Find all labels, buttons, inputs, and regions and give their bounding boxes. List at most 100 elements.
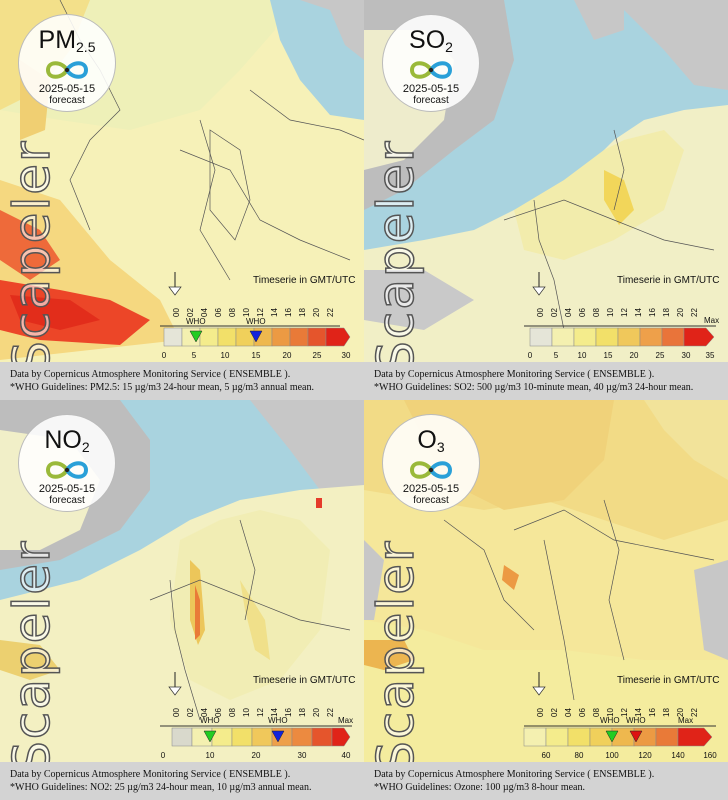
pm25-badge: PM2.5 2025-05-15 forecast <box>18 14 116 112</box>
hour-tick: 02 <box>186 708 195 717</box>
forecast-date: 2025-05-15 <box>402 83 460 95</box>
hour-tick: 14 <box>270 308 279 317</box>
hour-tick: 22 <box>326 308 335 317</box>
hour-tick: 04 <box>564 708 573 717</box>
hour-tick: 18 <box>662 708 671 717</box>
so2-badge: SO2 2025-05-15 forecast <box>382 14 480 112</box>
hour-tick: 06 <box>578 708 587 717</box>
scale-tick: 160 <box>703 751 717 760</box>
scale-tick: 10 <box>578 351 587 360</box>
hour-tick: 04 <box>200 708 209 717</box>
who-marker-green-icon <box>189 330 203 343</box>
who-label: WHO <box>186 317 206 326</box>
max-label: Max <box>338 716 353 725</box>
scale-tick: 30 <box>298 751 307 760</box>
forecast-date: 2025-05-15 <box>38 83 96 95</box>
hour-tick: 08 <box>592 708 601 717</box>
scapeler-logo-icon <box>45 61 89 79</box>
forecast-label: forecast <box>49 495 85 506</box>
scale-tick: 0 <box>161 751 166 760</box>
hour-tick: 04 <box>200 308 209 317</box>
who-label: WHO <box>626 716 646 725</box>
attribution-footer: Data by Copernicus Atmosphere Monitoring… <box>0 762 364 800</box>
hour-tick: 06 <box>214 308 223 317</box>
forecast-label: forecast <box>413 495 449 506</box>
hour-tick: 20 <box>676 308 685 317</box>
who-marker-blue-icon <box>249 330 263 343</box>
hour-tick: 14 <box>634 708 643 717</box>
time-marker-arrow-icon <box>532 686 546 696</box>
hour-tick: 00 <box>172 708 181 717</box>
max-label: Max <box>678 716 693 725</box>
timeserie-label: Timeserie in GMT/UTC <box>253 275 356 286</box>
o3-badge: O3 2025-05-15 forecast <box>382 414 480 512</box>
attribution-footer: Data by Copernicus Atmosphere Monitoring… <box>0 362 364 400</box>
scale-tick: 40 <box>342 751 351 760</box>
scale-ticks: 0 5 10 15 20 25 30 35 <box>528 351 715 360</box>
hour-tick: 00 <box>172 308 181 317</box>
scapeler-logo-icon <box>45 461 89 479</box>
hour-tick: 16 <box>284 708 293 717</box>
who-marker-blue-icon <box>271 730 285 743</box>
scale-tick: 140 <box>671 751 685 760</box>
timeserie-label: Timeserie in GMT/UTC <box>617 275 720 286</box>
forecast-label: forecast <box>413 95 449 106</box>
footer-who-guidelines: *WHO Guidelines: SO2: 500 µg/m3 10-minut… <box>374 382 694 393</box>
scale-tick: 120 <box>638 751 652 760</box>
who-marker-green-icon <box>203 730 217 743</box>
scale-tick: 0 <box>162 351 167 360</box>
who-label: WHO <box>268 716 288 725</box>
timeserie-label: Timeserie in GMT/UTC <box>617 675 720 686</box>
pollutant-label: SO2 <box>409 26 453 55</box>
time-marker-arrow-icon <box>168 686 182 696</box>
who-marker-green-icon <box>605 730 619 743</box>
so2-legend: 00 02 04 06 08 10 12 14 16 18 20 22 Max … <box>524 272 719 360</box>
scale-tick: 100 <box>605 751 619 760</box>
time-marker-arrow-icon <box>532 286 546 296</box>
hour-tick: 12 <box>256 708 265 717</box>
hour-tick: 18 <box>298 308 307 317</box>
color-scale <box>529 327 715 347</box>
scale-ticks: 60 80 100 120 140 160 <box>542 751 718 760</box>
scale-tick: 10 <box>206 751 215 760</box>
scale-tick: 20 <box>630 351 639 360</box>
pollutant-label: PM2.5 <box>38 26 96 55</box>
hour-tick: 02 <box>550 308 559 317</box>
footer-data-source: Data by Copernicus Atmosphere Monitoring… <box>374 769 655 780</box>
who-label: WHO <box>600 716 620 725</box>
scale-ticks: 0 5 10 15 20 25 30 <box>162 351 351 360</box>
hour-tick: 00 <box>536 708 545 717</box>
no2-panel: NO2 2025-05-15 forecast Scapeler Timeser… <box>0 400 364 800</box>
hour-tick: 08 <box>228 708 237 717</box>
attribution-footer: Data by Copernicus Atmosphere Monitoring… <box>364 362 728 400</box>
who-label: WHO <box>246 317 266 326</box>
hour-tick: 18 <box>662 308 671 317</box>
footer-who-guidelines: *WHO Guidelines: PM2.5: 15 µg/m3 24-hour… <box>10 382 314 393</box>
footer-data-source: Data by Copernicus Atmosphere Monitoring… <box>10 369 291 380</box>
hour-tick: 18 <box>298 708 307 717</box>
scale-tick: 60 <box>542 751 551 760</box>
hour-ticks: 00 02 04 06 08 10 12 14 16 18 20 22 <box>172 308 335 317</box>
scale-tick: 30 <box>682 351 691 360</box>
scapeler-logo-icon <box>409 61 453 79</box>
hour-tick: 20 <box>312 308 321 317</box>
scale-tick: 20 <box>252 751 261 760</box>
scale-tick: 20 <box>283 351 292 360</box>
hour-tick: 20 <box>312 708 321 717</box>
hour-tick: 10 <box>242 308 251 317</box>
hour-ticks: 00 02 04 06 08 10 12 14 16 18 20 22 <box>536 708 699 717</box>
scale-tick: 15 <box>252 351 261 360</box>
footer-data-source: Data by Copernicus Atmosphere Monitoring… <box>374 369 655 380</box>
hour-tick: 02 <box>550 708 559 717</box>
hour-tick: 16 <box>648 308 657 317</box>
max-label: Max <box>704 316 719 325</box>
scale-tick: 10 <box>221 351 230 360</box>
who-marker-red-icon <box>629 730 643 743</box>
hour-tick: 02 <box>186 308 195 317</box>
no2-legend: 00 02 04 06 08 10 12 14 16 18 20 22 WHO … <box>160 672 353 760</box>
pm25-panel: PM2.5 2025-05-15 forecast Scapeler Times… <box>0 0 364 400</box>
scale-tick: 15 <box>604 351 613 360</box>
color-scale <box>523 727 713 747</box>
hour-tick: 00 <box>536 308 545 317</box>
hour-tick: 16 <box>284 308 293 317</box>
